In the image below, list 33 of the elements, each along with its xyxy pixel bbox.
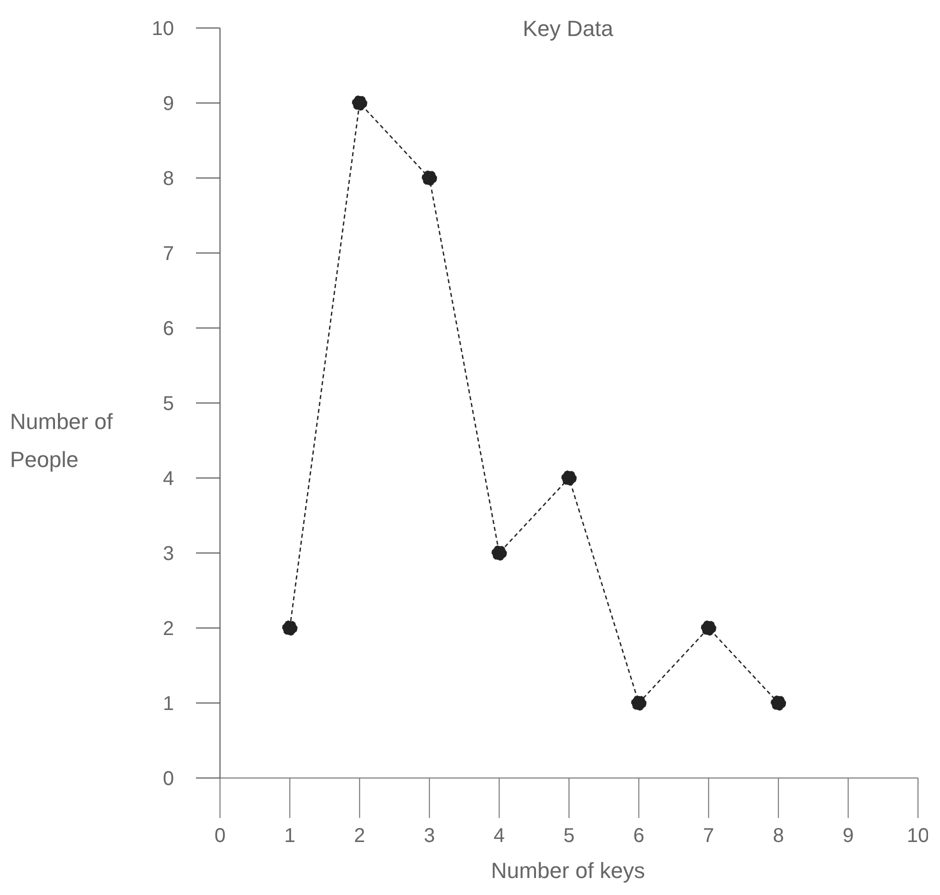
x-tick-label: 7: [703, 825, 714, 848]
x-axis-title: Number of keys: [490, 858, 646, 884]
y-tick-label: 7: [162, 243, 174, 266]
y-tick-label: 9: [162, 93, 174, 116]
y-tick-label: 8: [162, 168, 174, 190]
x-tick-label: 5: [563, 825, 575, 848]
x-tick-label: 0: [214, 825, 226, 848]
point: [352, 95, 368, 111]
y-tick-label: 3: [162, 543, 174, 566]
y-tick-label: 0: [162, 768, 174, 790]
chart-title: Key Data: [522, 16, 614, 42]
x-tick-label: 10: [906, 825, 930, 848]
point: [700, 620, 716, 636]
x-tick-label: 4: [494, 825, 505, 848]
x-tick-label: 6: [633, 825, 644, 848]
point: [561, 470, 577, 486]
point: [631, 695, 646, 711]
y-axis-title: Number of People: [10, 408, 114, 474]
x-tick-label: 8: [772, 825, 784, 848]
y-tick-label: 1: [162, 693, 174, 716]
y-tick-label: 10: [152, 18, 174, 40]
y-tick-label: 2: [162, 618, 174, 640]
point: [492, 545, 507, 561]
x-tick-label: 9: [842, 825, 854, 848]
point: [770, 695, 786, 711]
x-tick-label: 3: [424, 825, 435, 848]
point: [282, 620, 298, 636]
point: [422, 170, 438, 186]
y-tick-label: 5: [162, 393, 174, 416]
x-tick-label: 1: [284, 825, 296, 848]
x-tick-label: 2: [354, 825, 366, 848]
y-tick-label: 6: [162, 318, 174, 340]
y-tick-label: 4: [162, 468, 174, 490]
